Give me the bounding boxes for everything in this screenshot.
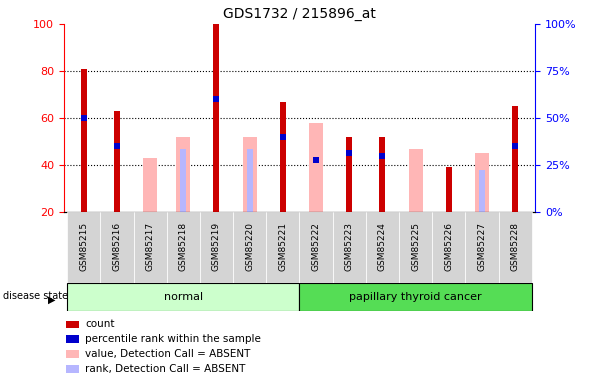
Bar bbox=[243, 137, 257, 212]
Bar bbox=[114, 111, 120, 212]
Bar bbox=[346, 137, 352, 212]
Bar bbox=[167, 212, 200, 283]
Text: percentile rank within the sample: percentile rank within the sample bbox=[85, 334, 261, 344]
Bar bbox=[446, 167, 452, 212]
Text: GSM85217: GSM85217 bbox=[146, 222, 154, 271]
Bar bbox=[299, 212, 333, 283]
Bar bbox=[299, 283, 532, 311]
Bar bbox=[366, 212, 399, 283]
Bar bbox=[266, 212, 299, 283]
Bar bbox=[399, 212, 432, 283]
Text: GSM85221: GSM85221 bbox=[278, 222, 288, 271]
Bar bbox=[409, 148, 423, 212]
Text: normal: normal bbox=[164, 292, 203, 302]
Text: GSM85219: GSM85219 bbox=[212, 222, 221, 271]
Bar bbox=[432, 212, 465, 283]
Bar bbox=[465, 212, 499, 283]
Title: GDS1732 / 215896_at: GDS1732 / 215896_at bbox=[223, 7, 376, 21]
Bar bbox=[280, 137, 286, 212]
Bar bbox=[100, 212, 134, 283]
Bar bbox=[280, 102, 286, 212]
Bar bbox=[333, 212, 366, 283]
Text: GSM85223: GSM85223 bbox=[345, 222, 354, 271]
Bar bbox=[200, 212, 233, 283]
Text: GSM85226: GSM85226 bbox=[444, 222, 453, 271]
Text: count: count bbox=[85, 319, 114, 329]
Text: GSM85218: GSM85218 bbox=[179, 222, 188, 271]
Text: GSM85228: GSM85228 bbox=[511, 222, 520, 271]
Bar bbox=[479, 170, 485, 212]
Bar bbox=[309, 123, 323, 212]
Bar bbox=[81, 69, 87, 212]
Bar bbox=[512, 143, 518, 149]
Bar bbox=[67, 283, 299, 311]
Text: GSM85222: GSM85222 bbox=[311, 222, 320, 270]
Text: GSM85215: GSM85215 bbox=[79, 222, 88, 271]
Bar bbox=[181, 148, 186, 212]
Bar bbox=[247, 148, 253, 212]
Bar bbox=[213, 24, 219, 212]
Bar bbox=[66, 335, 80, 343]
Text: GSM85227: GSM85227 bbox=[477, 222, 486, 271]
Bar bbox=[134, 212, 167, 283]
Bar bbox=[81, 115, 87, 121]
Bar bbox=[213, 96, 219, 102]
Bar bbox=[66, 365, 80, 372]
Bar bbox=[114, 143, 120, 149]
Bar bbox=[67, 212, 100, 283]
Bar bbox=[176, 137, 190, 212]
Text: GSM85225: GSM85225 bbox=[411, 222, 420, 271]
Text: GSM85224: GSM85224 bbox=[378, 222, 387, 270]
Bar bbox=[475, 153, 489, 212]
Bar bbox=[346, 150, 352, 156]
Text: value, Detection Call = ABSENT: value, Detection Call = ABSENT bbox=[85, 349, 250, 359]
Bar bbox=[313, 158, 319, 163]
Text: ▶: ▶ bbox=[48, 294, 55, 304]
Bar bbox=[379, 137, 385, 212]
Text: rank, Detection Call = ABSENT: rank, Detection Call = ABSENT bbox=[85, 364, 246, 374]
Bar bbox=[66, 321, 80, 328]
Bar bbox=[512, 106, 518, 212]
Bar bbox=[499, 212, 532, 283]
Bar bbox=[379, 153, 385, 159]
Bar bbox=[280, 134, 286, 140]
Text: papillary thyroid cancer: papillary thyroid cancer bbox=[349, 292, 482, 302]
Bar bbox=[143, 158, 157, 212]
Bar bbox=[66, 350, 80, 358]
Text: disease state: disease state bbox=[3, 291, 68, 301]
Text: GSM85216: GSM85216 bbox=[112, 222, 122, 271]
Bar bbox=[233, 212, 266, 283]
Text: GSM85220: GSM85220 bbox=[245, 222, 254, 271]
